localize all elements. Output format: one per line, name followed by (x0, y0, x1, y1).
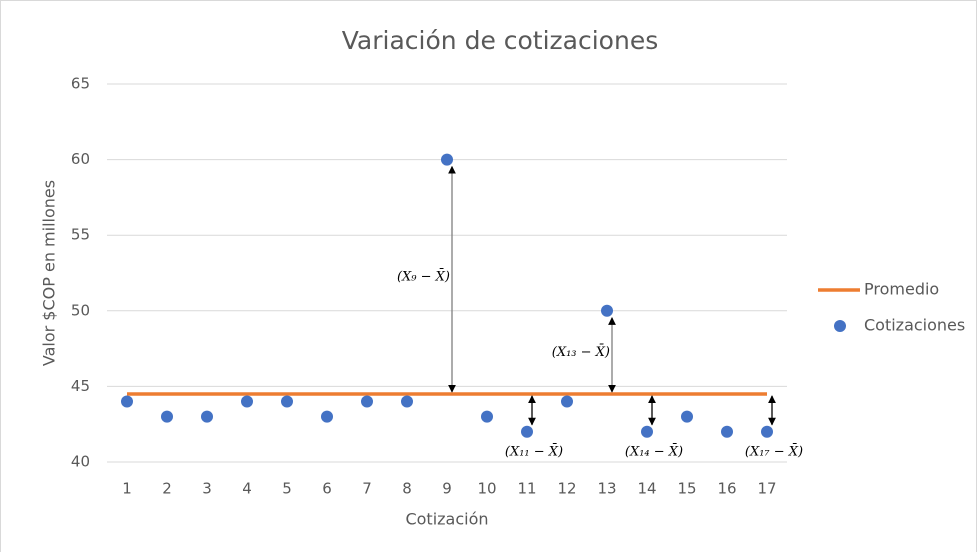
legend-label: Cotizaciones (864, 316, 965, 335)
x-tick-label: 12 (557, 480, 576, 498)
y-tick-label: 60 (71, 150, 90, 168)
x-tick-label: 4 (242, 480, 252, 498)
x-tick-label: 2 (162, 480, 172, 498)
x-tick-label: 17 (757, 480, 776, 498)
x-tick-label: 5 (282, 480, 292, 498)
point (601, 304, 613, 317)
x-axis-label: Cotización (405, 510, 488, 529)
y-axis-label: Valor $COP en millones (40, 180, 59, 366)
point (281, 395, 293, 408)
point (361, 395, 373, 408)
x-tick-label: 9 (442, 480, 452, 498)
y-tick-label: 40 (71, 453, 90, 471)
point (241, 395, 253, 408)
y-tick-label: 45 (71, 377, 90, 395)
legend-swatch (834, 320, 846, 332)
point (161, 410, 173, 423)
point (481, 410, 493, 423)
x-tick-label: 1 (122, 480, 132, 498)
point (121, 395, 133, 408)
x-tick-label: 10 (477, 480, 496, 498)
x-tick-label: 8 (402, 480, 412, 498)
x-tick-label: 16 (717, 480, 736, 498)
point (681, 410, 693, 423)
point (761, 425, 773, 438)
x-tick-label: 13 (597, 480, 616, 498)
annotation: (X₁₃ − X̄) (552, 344, 610, 360)
x-tick-label: 6 (322, 480, 332, 498)
y-tick-label: 50 (71, 301, 90, 319)
legend-label: Promedio (864, 280, 939, 299)
point (201, 410, 213, 423)
y-tick-label: 65 (71, 75, 90, 93)
point (561, 395, 573, 408)
point (441, 153, 453, 166)
x-tick-label: 7 (362, 480, 372, 498)
annotation: (X₁₇ − X̄) (745, 443, 803, 459)
annotation: (X₁₁ − X̄) (505, 443, 563, 459)
point (641, 425, 653, 438)
point (401, 395, 413, 408)
y-tick-label: 55 (71, 226, 90, 244)
point (721, 425, 733, 438)
x-tick-label: 15 (677, 480, 696, 498)
chart-title: Variación de cotizaciones (342, 26, 658, 55)
x-tick-label: 3 (202, 480, 212, 498)
x-tick-label: 14 (637, 480, 656, 498)
point (521, 425, 533, 438)
point (321, 410, 333, 423)
x-tick-label: 11 (517, 480, 536, 498)
annotation: (X₁₄ − X̄) (625, 443, 683, 459)
annotation: (X₉ − X̄) (397, 268, 450, 284)
